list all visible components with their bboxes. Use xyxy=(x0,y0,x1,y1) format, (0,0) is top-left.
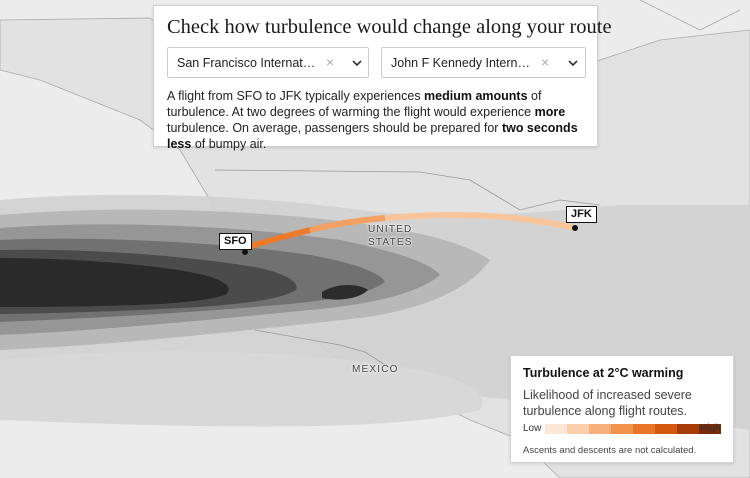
origin-clear-icon[interactable]: × xyxy=(326,54,335,70)
origin-select[interactable]: San Francisco Internat… × xyxy=(167,47,369,78)
us-mexico-border xyxy=(254,329,391,369)
greenland-outline xyxy=(639,0,741,31)
destination-code-label: JFK xyxy=(566,206,597,223)
route-selector-panel: Check how turbulence would change along … xyxy=(153,5,612,151)
route-segment-high xyxy=(242,227,313,251)
us-canada-border xyxy=(214,169,601,211)
route-segment-low xyxy=(384,212,576,231)
chevron-down-icon[interactable] xyxy=(351,57,363,69)
turbulence-south-band xyxy=(0,351,483,427)
map-label-us-b: STATES xyxy=(368,237,413,248)
legend-swatch-2 xyxy=(567,424,589,434)
legend-swatch-4 xyxy=(611,424,633,434)
legend-high-label: High xyxy=(700,423,721,434)
legend-title: Turbulence at 2°C warming xyxy=(523,366,684,380)
turbulence-core-east xyxy=(322,285,368,300)
route-description: A flight from SFO to JFK typically exper… xyxy=(167,89,578,151)
panel-title: Check how turbulence would change along … xyxy=(167,16,612,38)
legend-note: Ascents and descents are not calculated. xyxy=(523,445,697,456)
destination-clear-icon[interactable]: × xyxy=(541,54,550,70)
legend-swatch-7 xyxy=(677,424,699,434)
turbulence-level: medium amounts xyxy=(424,89,528,103)
turbulence-band-6 xyxy=(0,258,229,307)
legend-color-ramp xyxy=(545,424,721,434)
legend-swatch-3 xyxy=(589,424,611,434)
destination-select-value: John F Kennedy Intern… xyxy=(391,56,530,70)
origin-code-label: SFO xyxy=(219,233,252,250)
map-label-mexico: MEXICO xyxy=(352,364,399,375)
jfk-airport-marker xyxy=(572,225,578,231)
legend-swatch-5 xyxy=(633,424,655,434)
turbulence-change: more xyxy=(534,105,566,119)
map-label-us: UNITED xyxy=(368,224,413,235)
destination-select[interactable]: John F Kennedy Intern… × xyxy=(381,47,586,78)
chevron-down-icon[interactable] xyxy=(567,57,579,69)
sfo-airport-marker xyxy=(242,249,248,255)
legend-subtitle: Likelihood of increased severe turbulenc… xyxy=(523,388,692,418)
legend-swatch-6 xyxy=(655,424,677,434)
legend-low-label: Low xyxy=(523,423,542,434)
origin-select-value: San Francisco Internat… xyxy=(177,56,316,70)
legend-swatch-1 xyxy=(545,424,567,434)
legend-swatch-8 xyxy=(699,424,721,434)
bumpy-time-change: two seconds less xyxy=(167,121,578,151)
route-segment-mid xyxy=(309,215,386,233)
legend-panel: Turbulence at 2°C warming Likelihood of … xyxy=(510,355,734,463)
